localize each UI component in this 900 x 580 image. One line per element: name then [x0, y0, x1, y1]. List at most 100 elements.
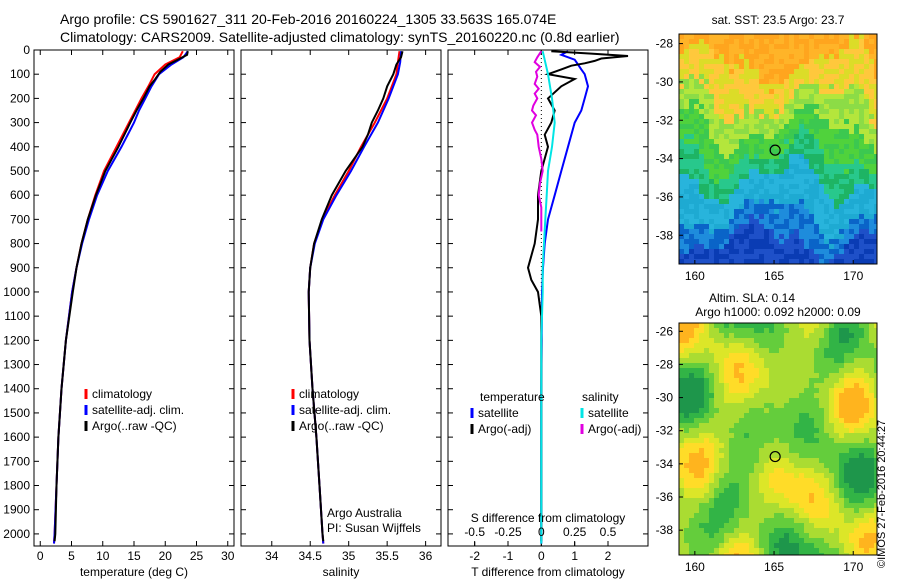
salinity-legend-entry: climatology	[299, 387, 359, 401]
depth-tick-label: 400	[10, 140, 30, 154]
difference-legend-entry: satellite	[588, 406, 629, 420]
depth-tick-label: 900	[10, 261, 30, 275]
sst-map-lat-label: -32	[656, 113, 674, 127]
salinity-series-line	[307, 51, 402, 544]
temperature-xlabel: temperature (deg C)	[80, 565, 188, 579]
map-layer	[678, 33, 878, 556]
depth-tick-label: 1900	[3, 503, 30, 517]
difference-series-line	[540, 50, 556, 544]
sla-map-lon-label: 165	[764, 560, 784, 574]
sst-map-lon-label: 165	[764, 269, 784, 283]
salinity-legend-entry: satellite-adj. clim.	[299, 403, 391, 417]
temperature-series-line	[53, 50, 189, 544]
sla-map-argo-marker	[769, 450, 781, 463]
sla-map-subtitle: Argo h1000: 0.092 h2000: 0.09	[695, 305, 861, 319]
difference-xlabel: T difference from climatology	[471, 565, 625, 579]
plot-layer	[33, 49, 649, 547]
temperature-xtick-label: 5	[68, 549, 75, 563]
salinity-legend-entry: Argo(..raw -QC)	[299, 419, 384, 433]
depth-tick-label: 0	[23, 43, 30, 57]
difference-series-line	[540, 50, 590, 544]
header-line-1: Argo profile: CS 5901627_311 20-Feb-2016…	[60, 11, 557, 27]
temperature-xtick-label: 25	[190, 549, 204, 563]
sst-map-argo-marker	[769, 144, 781, 156]
salinity-axes-frame	[240, 49, 442, 547]
difference-xtick-label: 1	[571, 549, 578, 563]
sst-map-lat-label: -38	[656, 228, 674, 242]
depth-tick-label: 700	[10, 212, 30, 226]
temperature-xtick-label: 10	[96, 549, 110, 563]
depth-tick-label: 200	[10, 91, 30, 105]
credit-label: ©IMOS 27-Feb-2016 20:44:27	[876, 419, 888, 568]
depth-tick-label: 600	[10, 188, 30, 202]
salinity-xlabel: salinity	[323, 565, 360, 579]
sla-map-lat-label: -36	[656, 490, 674, 504]
s-diff-tick-label: -0.5	[464, 525, 485, 539]
header-line-2: Climatology: CARS2009. Satellite-adjuste…	[60, 29, 620, 45]
sla-map-lon-label: 170	[843, 560, 863, 574]
salinity-xtick-label: 34	[265, 549, 279, 563]
salinity-xtick-label: 36	[419, 549, 433, 563]
sla-map-lat-label: -38	[656, 523, 674, 537]
sst-map-lat-label: -30	[656, 75, 674, 89]
depth-tick-label: 1500	[3, 406, 30, 420]
temperature-legend-entry: Argo(..raw -QC)	[92, 419, 177, 433]
sla-map-lat-label: -26	[656, 324, 674, 338]
depth-tick-label: 100	[10, 67, 30, 81]
temperature-xtick-label: 30	[221, 549, 235, 563]
text-layer: 0 5 10 15 20 25 300100200300400500600700800900…	[3, 13, 863, 579]
difference-legend-entry: Argo(-adj)	[588, 422, 641, 436]
temperature-series-line	[53, 51, 189, 542]
depth-tick-label: 300	[10, 116, 30, 130]
temperature-xtick-label: 20	[159, 549, 173, 563]
difference-series-line	[530, 50, 544, 232]
sla-map-field	[679, 323, 877, 555]
temperature-legend-entry: climatology	[92, 387, 152, 401]
sla-map-lon-label: 160	[685, 560, 705, 574]
depth-tick-label: 800	[10, 237, 30, 251]
depth-tick-label: 1000	[3, 285, 30, 299]
difference-legend-entry: Argo(-adj)	[478, 422, 531, 436]
salinity-xtick-label: 34.5	[299, 549, 323, 563]
temperature-series-line	[53, 50, 184, 544]
difference-xtick-label: 2	[605, 549, 612, 563]
sst-map-lat-label: -28	[656, 37, 674, 51]
depth-tick-label: 500	[10, 164, 30, 178]
annotation-agency: Argo Australia	[327, 506, 402, 520]
legend-temperature-title: temperature	[480, 390, 545, 404]
sla-map-lat-label: -30	[656, 391, 674, 405]
sst-map-lon-label: 160	[685, 269, 705, 283]
sst-map-lat-label: -34	[656, 152, 674, 166]
sst-map-title: sat. SST: 23.5 Argo: 23.7	[712, 13, 845, 27]
annotation-pi: PI: Susan Wijffels	[327, 521, 421, 535]
difference-xtick-label: -1	[503, 549, 514, 563]
s-diff-tick-label: 0	[538, 525, 545, 539]
depth-tick-label: 1600	[3, 430, 30, 444]
sst-map-field	[679, 34, 877, 264]
depth-tick-label: 1700	[3, 454, 30, 468]
s-diff-tick-label: 0.25	[563, 525, 587, 539]
salinity-xtick-label: 35.5	[375, 549, 399, 563]
difference-legend-entry: satellite	[478, 406, 519, 420]
s-diff-axis-label: S difference from climatology	[471, 511, 626, 525]
difference-xtick-label: -2	[469, 549, 480, 563]
temperature-legend-entry: satellite-adj. clim.	[92, 403, 184, 417]
depth-tick-label: 2000	[3, 527, 30, 541]
difference-axes-frame	[447, 49, 649, 547]
temperature-xtick-label: 15	[127, 549, 141, 563]
sla-map-lat-label: -34	[656, 457, 674, 471]
depth-tick-label: 1300	[3, 358, 30, 372]
sst-map-lat-label: -36	[656, 190, 674, 204]
depth-tick-label: 1100	[4, 309, 30, 323]
sst-map-lon-label: 170	[843, 269, 863, 283]
temperature-xtick-label: 0	[37, 549, 44, 563]
salinity-series-line	[307, 51, 401, 544]
sla-map-lat-label: -32	[656, 424, 674, 438]
sla-map-title: Altim. SLA: 0.14	[709, 291, 795, 305]
salinity-series-line	[307, 50, 404, 542]
salinity-xtick-label: 35	[342, 549, 356, 563]
sst-map-frame	[678, 33, 878, 265]
depth-tick-label: 1800	[3, 479, 30, 493]
depth-tick-label: 1400	[3, 382, 30, 396]
